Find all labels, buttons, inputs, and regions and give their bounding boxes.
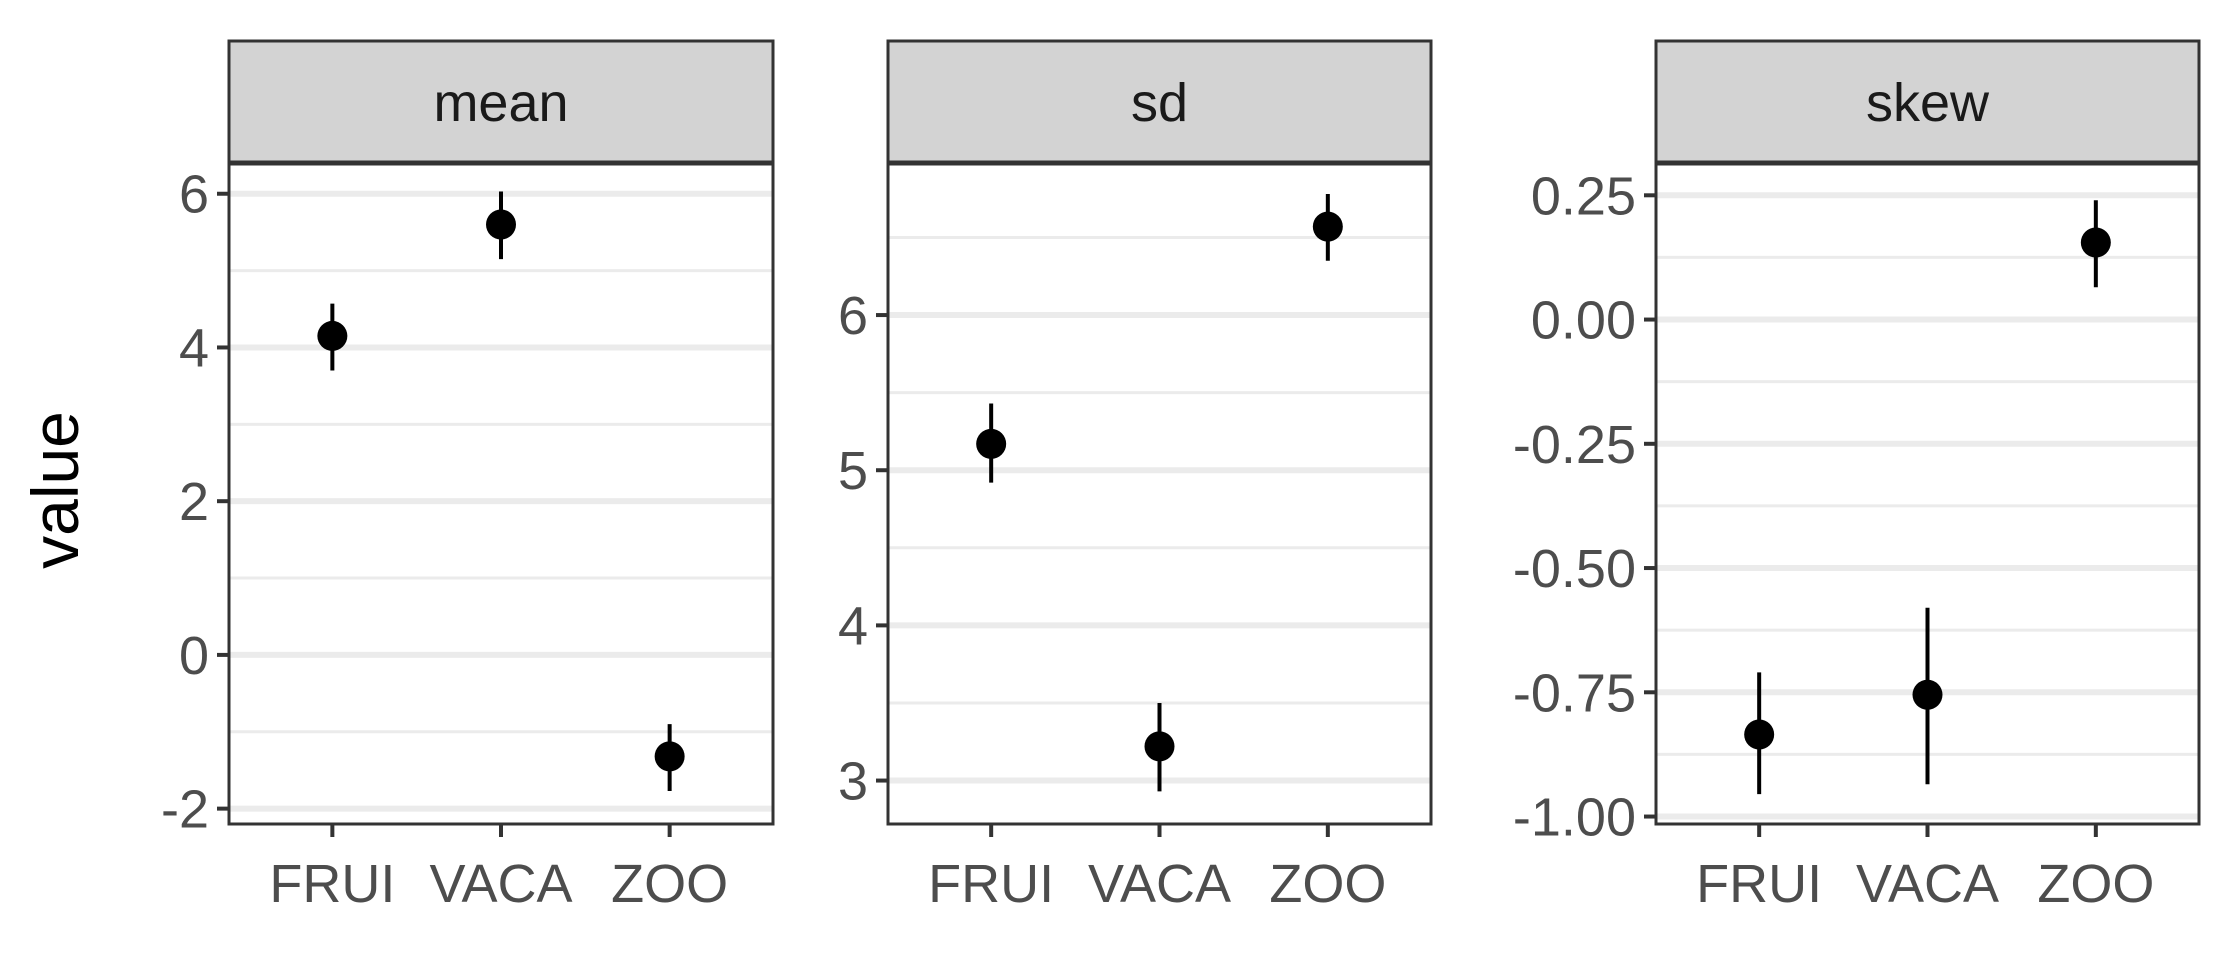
y-tick-label: -2 — [161, 780, 209, 840]
data-point — [1144, 731, 1175, 762]
y-tick-label: 0.00 — [1531, 291, 1636, 351]
x-tick-label: ZOO — [1269, 854, 1386, 914]
y-tick-label: -0.75 — [1513, 663, 1636, 723]
y-tick-label: 6 — [179, 165, 209, 225]
x-tick-label: FRUI — [269, 854, 395, 914]
y-tick-label: 4 — [179, 318, 209, 378]
data-point — [2080, 227, 2111, 258]
data-point — [1912, 679, 1943, 710]
data-point — [1744, 719, 1775, 750]
facet-strip-label: mean — [433, 73, 568, 133]
data-point — [976, 428, 1007, 459]
data-point — [654, 741, 685, 772]
y-tick-label: -0.25 — [1513, 415, 1636, 475]
x-tick-label: VACA — [1856, 854, 1999, 914]
facet-strip — [886, 39, 1433, 165]
facet-panel-skew: skew -1.00 -0.75 -0.50 -0.25 0.00 0.25 FRUI VACA… — [1513, 39, 2201, 914]
y-tick-label: -0.50 — [1513, 539, 1636, 599]
facet-strip-label: skew — [1866, 73, 1990, 133]
facet-panel-mean: mean -2 0 2 4 6 FRUI VACA ZOO — [161, 39, 775, 914]
facet-strip-label: sd — [1131, 73, 1188, 133]
data-point — [317, 320, 348, 351]
x-tick-label: FRUI — [928, 854, 1054, 914]
y-tick-label: 3 — [838, 752, 868, 812]
plot-area — [229, 163, 773, 824]
x-tick-label: ZOO — [2037, 854, 2154, 914]
facet-strip — [1654, 39, 2201, 165]
data-point — [486, 209, 516, 240]
data-point — [1312, 211, 1343, 242]
y-tick-label: -1.00 — [1513, 788, 1636, 848]
y-tick-label: 0.25 — [1531, 166, 1636, 226]
x-tick-label: VACA — [429, 854, 572, 914]
y-tick-label: 4 — [838, 596, 868, 656]
y-tick-label: 5 — [838, 441, 868, 501]
y-tick-label: 0 — [179, 626, 209, 686]
x-tick-label: ZOO — [611, 854, 728, 914]
x-tick-label: VACA — [1088, 854, 1231, 914]
y-tick-label: 2 — [179, 472, 209, 532]
y-axis-label: value — [18, 411, 92, 569]
facet-panel-sd: sd 3 4 5 6 FRUI VACA ZOO — [838, 39, 1433, 914]
y-tick-label: 6 — [838, 286, 868, 346]
facet-strip — [227, 39, 775, 165]
x-tick-label: FRUI — [1696, 854, 1822, 914]
